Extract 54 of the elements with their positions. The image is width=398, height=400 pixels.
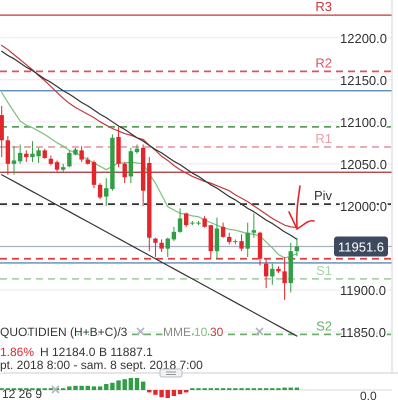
y-tick-label: 12150.0: [340, 72, 387, 88]
line-series: [1, 92, 298, 259]
bar: [153, 390, 158, 395]
candlestick: [30, 140, 35, 163]
annotation: 1.86%: [0, 345, 34, 359]
candlestick: [61, 163, 66, 174]
candlestick: [227, 232, 232, 245]
candlestick: [239, 234, 244, 252]
candlestick: [12, 146, 16, 176]
candlestick: [92, 160, 96, 189]
text: 0.0: [360, 389, 378, 400]
ref-line-label: R3: [315, 0, 332, 14]
candlestick: [54, 160, 60, 172]
candlestick: [24, 150, 28, 163]
candlestick: [294, 237, 300, 257]
y-tick-label: 12100.0: [340, 114, 387, 130]
y-tick-label: 11850.0: [340, 324, 386, 340]
candlestick: [178, 208, 182, 234]
candlestick: [36, 147, 41, 164]
ref-line-label: S2: [316, 318, 332, 334]
candlestick: [48, 154, 54, 166]
annotation: MME: [163, 325, 191, 339]
bar: [140, 382, 146, 390]
y-tick-label: 12200.0: [340, 30, 387, 46]
candlestick: [252, 212, 256, 238]
candlestick: [79, 146, 84, 163]
ref-line-label: R1: [315, 131, 332, 146]
annotation: 12 26 9: [2, 387, 42, 400]
candlestick: [122, 162, 127, 184]
y-tick-label: 12050.0: [340, 156, 387, 172]
candlestick: [264, 258, 268, 289]
y-tick-label: 12000.0: [340, 198, 387, 214]
candlestick: [134, 144, 140, 154]
y-tick-label: 11900.0: [340, 282, 386, 298]
ref-line-label: Piv: [314, 188, 332, 204]
candlestick: [220, 222, 226, 238]
candlestick: [184, 212, 188, 228]
candlestick: [153, 237, 158, 258]
ref-line-label: R2: [315, 55, 332, 70]
candlestick: [214, 217, 220, 260]
candlestick: [6, 136, 10, 176]
annotation: B 11887.1: [99, 345, 154, 359]
candlestick: [282, 256, 287, 300]
candlestick: [159, 238, 164, 253]
annotation: H 12184.0: [40, 345, 96, 359]
candlestick: [42, 148, 47, 160]
ref-line-label: S1: [316, 262, 332, 278]
ref-line-label: 11951.6: [338, 239, 384, 254]
candlestick: [18, 144, 22, 164]
candlestick: [246, 222, 250, 258]
bar: [134, 378, 140, 390]
candlestick: [270, 263, 274, 286]
candlestick: [98, 182, 102, 200]
candlestick: [67, 150, 72, 168]
